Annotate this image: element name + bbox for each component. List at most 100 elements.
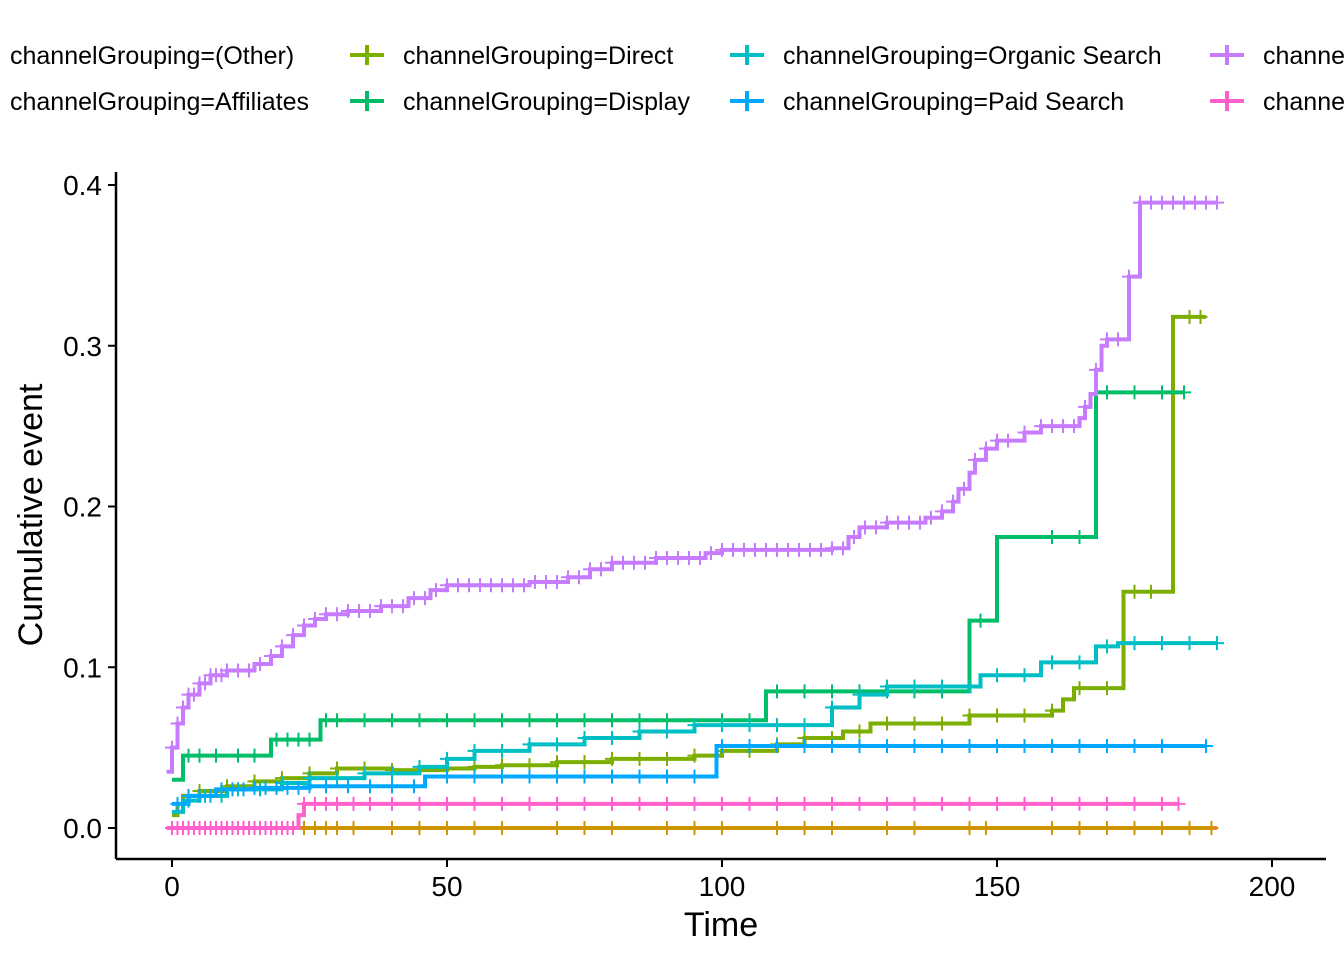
series-1: [172, 821, 1219, 835]
censor-mark: [286, 628, 300, 643]
legend-item: channelGrouping=Display: [350, 88, 690, 116]
series-5: [170, 739, 1213, 811]
censor-mark: [412, 713, 427, 728]
y-tick-label: 0.4: [63, 170, 102, 201]
censor-mark: [236, 782, 251, 797]
censor-mark: [346, 821, 361, 835]
censor-mark: [836, 541, 850, 556]
censor-mark: [935, 504, 949, 519]
censor-mark: [825, 684, 839, 699]
y-tick-label: 0.0: [63, 813, 102, 844]
censor-mark: [495, 713, 509, 728]
censor-mark: [242, 663, 256, 678]
censor-mark: [632, 796, 647, 811]
censor-mark: [495, 743, 509, 758]
censor-mark: [687, 718, 702, 733]
censor-mark: [302, 732, 317, 747]
censor-mark: [385, 796, 399, 811]
censor-mark: [1072, 739, 1087, 754]
censor-mark: [330, 821, 344, 835]
censor-mark: [297, 618, 311, 633]
censor-mark: [1100, 681, 1114, 696]
censor-mark: [962, 679, 977, 694]
censor-mark: [1127, 821, 1142, 835]
censor-mark: [852, 739, 867, 754]
censor-mark: [1072, 530, 1087, 545]
legend-label: channelGrouping=Referral: [1263, 42, 1344, 70]
censor-mark: [550, 755, 564, 770]
censor-mark: [660, 724, 674, 739]
censor-mark: [632, 769, 647, 784]
legend: channelGrouping=(Other) channelGrouping=D…: [10, 42, 1344, 116]
legend-label: channelGrouping=Paid Search: [783, 88, 1124, 116]
series-6: [165, 195, 1224, 774]
censor-mark: [308, 612, 322, 627]
censor-mark: [572, 570, 586, 585]
censor-mark: [907, 821, 922, 835]
censor-mark: [1089, 362, 1103, 377]
censor-mark: [363, 603, 377, 618]
censor-mark: [440, 713, 454, 728]
legend-item: channelGrouping=Social: [1210, 88, 1344, 116]
series-7: [165, 796, 1186, 835]
series-line: [172, 390, 1184, 782]
censor-mark: [880, 739, 894, 754]
censor-mark: [742, 718, 757, 733]
legend-label: channelGrouping=(Other): [10, 42, 294, 70]
censor-mark: [825, 796, 839, 811]
censor-mark: [363, 779, 377, 794]
legend-key: [1210, 91, 1244, 111]
censor-mark: [550, 769, 564, 784]
censor-mark: [935, 796, 949, 811]
censor-mark: [632, 724, 647, 739]
censor-mark: [1204, 821, 1219, 835]
x-tick-label: 200: [1249, 871, 1296, 902]
series-line: [166, 200, 1217, 774]
censor-mark: [907, 716, 922, 731]
legend-item: channelGrouping=Organic Search: [730, 42, 1162, 70]
censor-mark: [1045, 821, 1059, 835]
censor-mark: [957, 481, 971, 496]
censor-mark: [467, 743, 482, 758]
censor-mark: [1100, 385, 1114, 400]
censor-mark: [412, 759, 427, 774]
censor-mark: [660, 769, 674, 784]
series-3: [172, 385, 1191, 782]
x-tick-label: 100: [699, 871, 746, 902]
censor-mark: [605, 730, 619, 745]
legend-label: channelGrouping=Organic Search: [783, 42, 1162, 70]
censor-mark: [1111, 332, 1125, 347]
censor-mark: [165, 740, 179, 755]
censor-mark: [1017, 708, 1032, 723]
censor-mark: [1017, 425, 1032, 440]
censor-mark: [660, 751, 674, 766]
censor-mark: [577, 730, 592, 745]
legend-item: channelGrouping=Paid Search: [730, 88, 1124, 116]
legend-label: channelGrouping=Social: [1263, 88, 1344, 116]
legend-label: channelGrouping=Affiliates: [10, 88, 309, 116]
censor-mark: [418, 591, 432, 606]
legend-item: channelGrouping=(Other): [10, 42, 294, 70]
censor-mark: [440, 821, 454, 835]
censor-mark: [440, 769, 454, 784]
censor-mark: [1155, 385, 1169, 400]
y-tick-label: 0.3: [63, 331, 102, 362]
censor-mark: [407, 779, 421, 794]
censor-mark: [962, 821, 977, 835]
censor-mark: [1193, 309, 1208, 324]
censor-mark: [1155, 796, 1169, 811]
censor-mark: [605, 713, 619, 728]
censor-mark: [935, 679, 949, 694]
censor-mark: [605, 796, 619, 811]
censor-mark: [385, 766, 399, 781]
censor-mark: [550, 796, 564, 811]
censor-mark: [797, 796, 812, 811]
censor-mark: [1078, 399, 1092, 414]
censor-mark: [704, 546, 718, 561]
censor-mark: [797, 684, 812, 699]
censor-mark: [715, 821, 729, 835]
censor-mark: [990, 796, 1004, 811]
censor-mark: [990, 668, 1004, 683]
censor-mark: [825, 739, 839, 754]
